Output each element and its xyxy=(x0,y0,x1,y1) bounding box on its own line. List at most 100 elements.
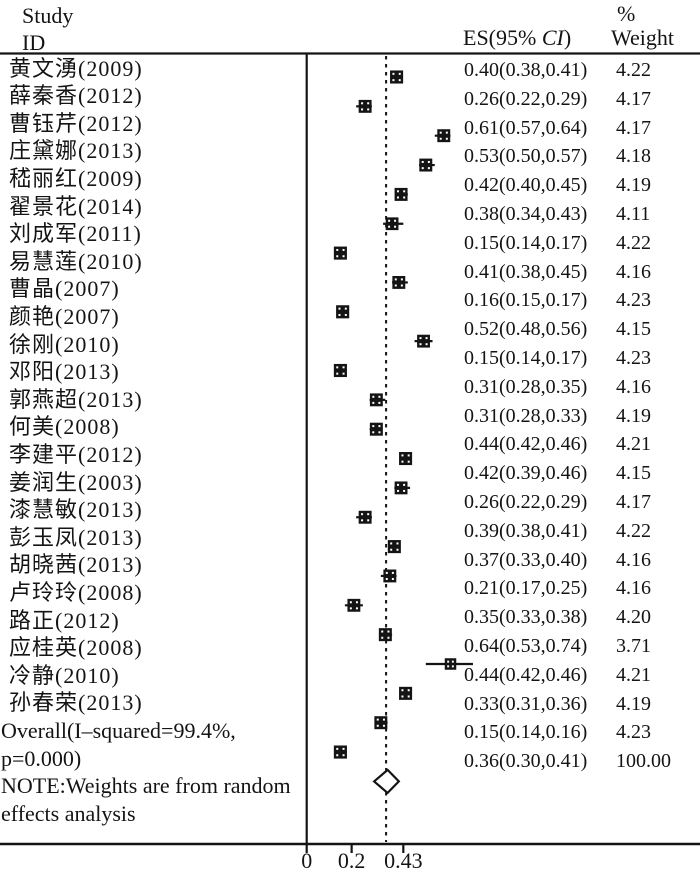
square-dot xyxy=(400,278,403,281)
square-dot xyxy=(361,102,364,105)
square-dot xyxy=(403,190,406,193)
study-label: 刘成军(2011) xyxy=(9,221,142,247)
square-dot xyxy=(349,601,352,604)
square-dot xyxy=(338,307,341,310)
square-dot xyxy=(342,747,345,750)
es-ci-value: 0.21(0.17,0.25) xyxy=(464,577,588,600)
square-dot xyxy=(439,131,442,134)
study-label: 郭燕超(2013) xyxy=(9,386,143,412)
square-dot xyxy=(421,160,424,163)
square-dot xyxy=(342,366,345,369)
es-ci-value: 0.44(0.42,0.46) xyxy=(464,433,588,456)
weight-value: 4.22 xyxy=(616,519,651,542)
column-header-es-ci: ES(95% CI) xyxy=(463,25,571,51)
square-dot xyxy=(361,519,364,522)
square-dot xyxy=(378,425,381,428)
square-dot xyxy=(367,519,370,522)
square-dot xyxy=(342,248,345,251)
es-ci-value: 0.61(0.57,0.64) xyxy=(464,116,588,139)
effect-square xyxy=(333,363,347,378)
study-label: 嵇丽红(2009) xyxy=(9,165,143,191)
weight-value: 4.15 xyxy=(616,462,651,485)
column-header-study: Study xyxy=(22,3,74,28)
square-dot xyxy=(342,754,345,757)
square-dot xyxy=(400,284,403,287)
square-dot xyxy=(396,548,399,551)
square-dot xyxy=(378,395,381,398)
es-header-suffix: ) xyxy=(563,25,572,50)
study-label: 黄文湧(2009) xyxy=(9,55,143,81)
x-tick-label: 0.2 xyxy=(338,848,366,872)
weight-value: 4.22 xyxy=(616,231,651,254)
study-label: 曹钰芹(2012) xyxy=(9,110,143,136)
square-dot xyxy=(390,548,393,551)
square-dot xyxy=(378,401,381,404)
overall-diamond xyxy=(372,768,401,795)
study-label: 李建平(2012) xyxy=(9,441,143,467)
square-dot xyxy=(336,372,339,375)
effect-square xyxy=(392,276,406,289)
x-tick-label: 0 xyxy=(301,848,312,872)
es-ci-value: 0.52(0.48,0.56) xyxy=(464,318,588,341)
square-dot xyxy=(397,489,400,492)
square-dot xyxy=(382,718,385,721)
study-label: 路正(2012) xyxy=(9,607,120,633)
note-line2: effects analysis xyxy=(1,800,136,826)
es-ci-value: 0.39(0.38,0.41) xyxy=(464,519,588,542)
es-ci-value: 0.15(0.14,0.17) xyxy=(464,347,588,369)
square-dot xyxy=(394,284,397,287)
square-dot xyxy=(421,167,424,170)
square-dot xyxy=(401,454,404,457)
effect-square xyxy=(399,686,413,700)
study-label: 卢玲玲(2008) xyxy=(9,579,143,605)
effect-square xyxy=(333,246,347,260)
square-dot xyxy=(376,718,379,721)
square-dot xyxy=(394,225,397,228)
square-dot xyxy=(445,137,448,140)
square-dot xyxy=(381,636,384,639)
es-ci-value: 0.42(0.40,0.45) xyxy=(464,174,588,197)
weight-value: 4.15 xyxy=(616,318,651,341)
es-ci-value: 0.26(0.22,0.29) xyxy=(464,87,588,110)
effect-square xyxy=(358,99,372,113)
square-dot xyxy=(407,454,410,457)
effect-square xyxy=(378,628,392,642)
effect-square xyxy=(390,70,404,84)
weight-value: 4.17 xyxy=(616,87,651,110)
es-ci-value: 0.38(0.34,0.43) xyxy=(464,203,588,225)
square-dot xyxy=(403,483,406,486)
es-ci-value: 0.37(0.33,0.40) xyxy=(464,548,588,571)
es-ci-value: 0.44(0.42,0.46) xyxy=(464,663,588,686)
square-dot xyxy=(344,307,347,310)
square-dot xyxy=(355,601,358,604)
effect-square xyxy=(387,540,401,554)
square-dot xyxy=(445,131,448,134)
weight-value: 4.16 xyxy=(616,375,651,398)
square-dot xyxy=(401,695,404,698)
square-dot xyxy=(336,754,339,757)
square-dot xyxy=(391,577,394,580)
square-dot xyxy=(451,665,454,668)
study-label: 薛秦香(2012) xyxy=(9,83,143,109)
square-dot xyxy=(367,513,370,516)
square-dot xyxy=(338,313,341,316)
square-dot xyxy=(407,460,410,463)
square-dot xyxy=(367,102,370,105)
effect-square xyxy=(437,129,451,143)
effect-square xyxy=(385,217,399,231)
square-dot xyxy=(447,665,450,668)
square-dot xyxy=(396,190,399,193)
study-label: 漆慧敏(2013) xyxy=(9,497,143,523)
square-dot xyxy=(403,196,406,199)
study-label: 应桂英(2008) xyxy=(9,635,143,661)
square-dot xyxy=(336,255,339,258)
weight-value: 4.21 xyxy=(616,433,651,456)
weight-value: 4.23 xyxy=(616,347,651,369)
study-label: 曹晶(2007) xyxy=(9,276,120,302)
square-dot xyxy=(398,72,401,75)
weight-value: 4.19 xyxy=(616,174,651,197)
weight-value: 4.17 xyxy=(616,491,651,513)
square-dot xyxy=(382,724,385,727)
square-dot xyxy=(425,343,428,346)
